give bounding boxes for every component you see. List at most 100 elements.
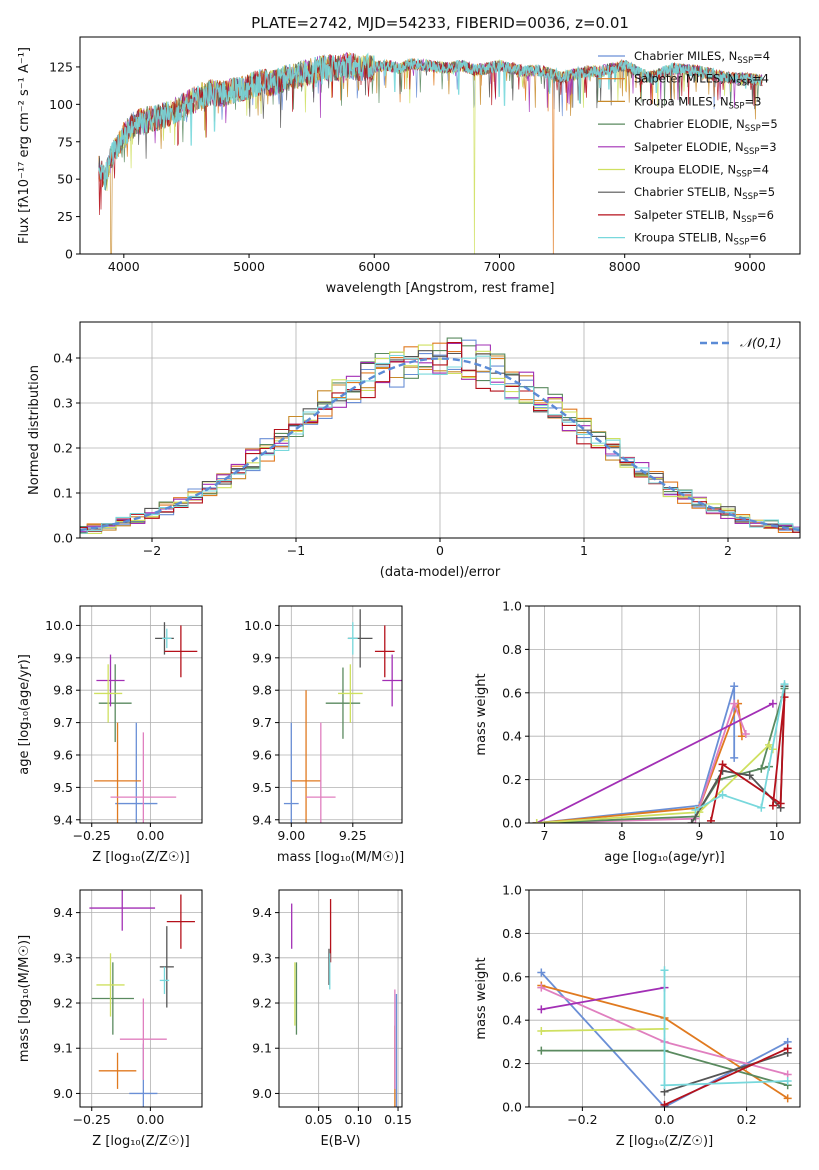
y-axis-label: age [log₁₀(age/yr)] xyxy=(17,654,32,775)
y-tick-label: 9.8 xyxy=(252,683,272,698)
y-tick-label: 0.0 xyxy=(502,816,522,831)
x-tick-label: 2 xyxy=(724,543,732,558)
errorbars xyxy=(89,890,195,1107)
x-tick-label: 9.00 xyxy=(277,828,305,843)
y-tick-label: 0.0 xyxy=(53,531,73,546)
weight-series xyxy=(695,683,786,811)
mass_vs_Z-panel: −0.25 0.00 9.0 9.1 9.2 9.3 9.4 Z [log₁₀(Z/Z☉)] m… xyxy=(17,889,203,1149)
y-tick-label: 0.2 xyxy=(502,1056,522,1071)
weight-point xyxy=(783,1076,792,1085)
errorbars xyxy=(291,899,398,1107)
y-tick-label: 1.0 xyxy=(502,883,522,898)
axes-frame xyxy=(79,36,801,255)
y-tick-label: 9.7 xyxy=(252,715,272,730)
y-tick-label: 9.5 xyxy=(53,780,73,795)
x-tick-label: 7000 xyxy=(484,259,516,274)
y-tick-label: 9.0 xyxy=(53,1086,73,1101)
normal-curve xyxy=(80,357,800,532)
y-tick-label: 100 xyxy=(49,97,73,112)
x-axis-label: Z [log₁₀(Z/Z☉)] xyxy=(92,850,189,865)
y-tick-label: 25 xyxy=(57,209,73,224)
weight-series xyxy=(536,688,786,823)
legend-label: Kroupa STELIB, NSSP=6 xyxy=(634,231,766,248)
legend-label: 𝒩(0,1) xyxy=(740,335,782,350)
histograms xyxy=(80,337,800,534)
axes-frame xyxy=(79,605,203,824)
x-tick-label: 0.10 xyxy=(344,1112,372,1127)
y-tick-label: 1.0 xyxy=(502,599,522,614)
legend-label: Kroupa ELODIE, NSSP=4 xyxy=(634,163,769,180)
x-tick-label: 1 xyxy=(580,543,588,558)
weight-point xyxy=(537,968,546,977)
weight-point xyxy=(537,1005,546,1014)
x-tick-label: −1 xyxy=(287,543,305,558)
weight-point xyxy=(776,799,785,808)
legend-label: Salpeter ELODIE, NSSP=3 xyxy=(634,140,777,157)
axes-frame xyxy=(278,889,403,1108)
legend-label: Salpeter MILES, NSSP=4 xyxy=(634,72,769,89)
weights_vs_age-panel: 7 8 9 10 0.0 0.2 0.4 0.6 0.8 1.0 age [log₁₀(age/yr… xyxy=(474,599,801,865)
weight-point xyxy=(730,699,739,708)
y-tick-label: 9.4 xyxy=(53,905,73,920)
y-tick-label: 75 xyxy=(57,134,73,149)
weight-point xyxy=(768,699,777,708)
weight-series xyxy=(536,700,747,823)
x-tick-label: 5000 xyxy=(233,259,265,274)
x-tick-label: 9000 xyxy=(734,259,766,274)
weight-series xyxy=(664,1047,789,1106)
y-tick-label: 9.4 xyxy=(53,812,73,827)
x-tick-label: 0 xyxy=(436,543,444,558)
weight-point xyxy=(537,1027,546,1036)
x-axis-label: (data-model)/error xyxy=(380,565,501,580)
x-tick-label: 9 xyxy=(695,828,703,843)
y-tick-label: 9.1 xyxy=(53,1041,73,1056)
x-tick-label: 6000 xyxy=(358,259,390,274)
spectrum-line xyxy=(98,52,763,190)
y-axis-label: mass weight xyxy=(474,673,489,755)
y-tick-label: 0.8 xyxy=(502,642,522,657)
x-tick-label: −0.25 xyxy=(73,1112,111,1127)
figure-title: PLATE=2742, MJD=54233, FIBERID=0036, z=0… xyxy=(251,14,629,32)
y-tick-label: 0.4 xyxy=(502,729,522,744)
age_vs_Z-panel: −0.25 0.00 9.4 9.5 9.6 9.7 9.8 9.9 10.0 Z [log₁₀(… xyxy=(17,605,203,865)
x-tick-label: 10 xyxy=(769,828,785,843)
y-tick-label: 9.4 xyxy=(252,812,272,827)
legend-label: Chabrier ELODIE, NSSP=5 xyxy=(634,117,778,134)
y-tick-label: 9.9 xyxy=(53,650,73,665)
y-tick-label: 9.9 xyxy=(252,650,272,665)
y-tick-label: 0.2 xyxy=(53,441,73,456)
weight-point xyxy=(537,983,546,992)
legend-label: Salpeter STELIB, NSSP=6 xyxy=(634,208,774,225)
y-tick-label: 0.4 xyxy=(53,351,73,366)
y-tick-label: 10.0 xyxy=(244,618,272,633)
weight-point xyxy=(768,801,777,810)
legend-label: Kroupa MILES, NSSP=3 xyxy=(634,94,761,111)
y-tick-label: 0.4 xyxy=(502,1013,522,1028)
x-tick-label: 4000 xyxy=(108,259,140,274)
y-axis-label: Flux [fλ10⁻¹⁷ erg cm⁻² s⁻¹ A⁻¹] xyxy=(17,47,32,244)
y-tick-label: 9.2 xyxy=(252,996,272,1011)
x-tick-label: 0.15 xyxy=(384,1112,412,1127)
y-tick-label: 0.2 xyxy=(502,772,522,787)
x-tick-label: 0.05 xyxy=(305,1112,333,1127)
y-tick-label: 9.6 xyxy=(53,747,73,762)
histogram-series xyxy=(80,342,800,533)
y-tick-label: 9.0 xyxy=(252,1086,272,1101)
histogram-series xyxy=(80,342,800,533)
weight-series xyxy=(536,702,774,823)
histogram-series xyxy=(80,354,800,534)
y-tick-label: 9.6 xyxy=(252,747,272,762)
weight-point xyxy=(757,764,766,773)
mass_vs_EBV-panel: 0.05 0.10 0.15 9.0 9.1 9.2 9.3 9.4 E(B-V) xyxy=(252,889,412,1149)
x-axis-label: wavelength [Angstrom, rest frame] xyxy=(326,281,555,296)
x-axis-label: age [log₁₀(age/yr)] xyxy=(604,850,725,865)
x-tick-label: 9.25 xyxy=(339,828,367,843)
weight-point xyxy=(706,816,715,823)
residuals-panel: −2 −1 0 1 2 0.0 0.1 0.2 0.3 0.4 (data-model)/error… xyxy=(27,321,801,580)
y-tick-label: 0.0 xyxy=(502,1100,522,1115)
histogram-series xyxy=(80,342,800,533)
y-tick-label: 9.8 xyxy=(53,683,73,698)
weight-point xyxy=(718,760,727,769)
y-tick-label: 0.6 xyxy=(502,685,522,700)
y-tick-label: 0.6 xyxy=(502,969,522,984)
